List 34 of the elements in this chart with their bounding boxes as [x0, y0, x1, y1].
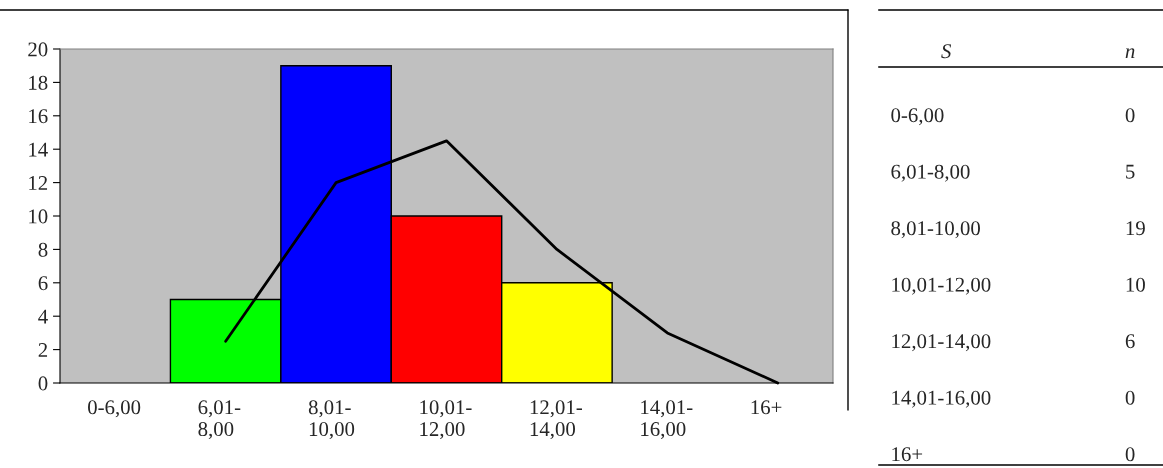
text: n — [1125, 48, 1135, 58]
y-tick-label: 14 — [29, 142, 48, 157]
text: S — [941, 44, 952, 59]
text: 19 — [1126, 221, 1145, 236]
x-tick-label: 10,01- 12,00 — [420, 400, 472, 440]
x-tick-label: 0-6,00 — [88, 400, 141, 418]
text: 0 — [1125, 108, 1135, 123]
x-tick-label: 6,01- 8,00 — [198, 400, 241, 440]
y-tick-label: 20 — [28, 42, 48, 57]
category-label: 12,01-14,00 — [892, 334, 991, 352]
x-tick-label: 14,01- 16,00 — [641, 400, 693, 440]
text: 5 — [1126, 164, 1135, 179]
y-tick-label: 16 — [29, 109, 48, 124]
y-tick-label: 8 — [38, 242, 48, 257]
category-label: 16+ — [892, 447, 923, 462]
x-tick-label: 8,01- 10,00 — [308, 400, 355, 440]
category-label: 10,01-12,00 — [892, 277, 991, 295]
category-label: 6,01-8,00 — [891, 164, 970, 182]
y-tick-label: 2 — [38, 343, 48, 357]
category-label: 0-6,00 — [891, 108, 944, 126]
y-tick-label: 0 — [38, 376, 48, 391]
x-tick-label: 16+ — [751, 400, 782, 415]
text: 10 — [1126, 277, 1145, 292]
category-label: 14,01-16,00 — [892, 390, 991, 408]
text: 0 — [1125, 390, 1135, 405]
text: 0 — [1125, 447, 1135, 462]
y-tick-label: 12 — [29, 176, 48, 190]
y-tick-label: 6 — [38, 276, 48, 291]
category-label: 8,01-10,00 — [891, 221, 980, 239]
y-tick-label: 10 — [29, 209, 48, 224]
y-tick-label: 18 — [29, 75, 48, 90]
y-tick-label: 4 — [38, 309, 48, 324]
x-tick-label: 12,01- 14,00 — [530, 400, 582, 440]
text: 6 — [1125, 334, 1135, 349]
